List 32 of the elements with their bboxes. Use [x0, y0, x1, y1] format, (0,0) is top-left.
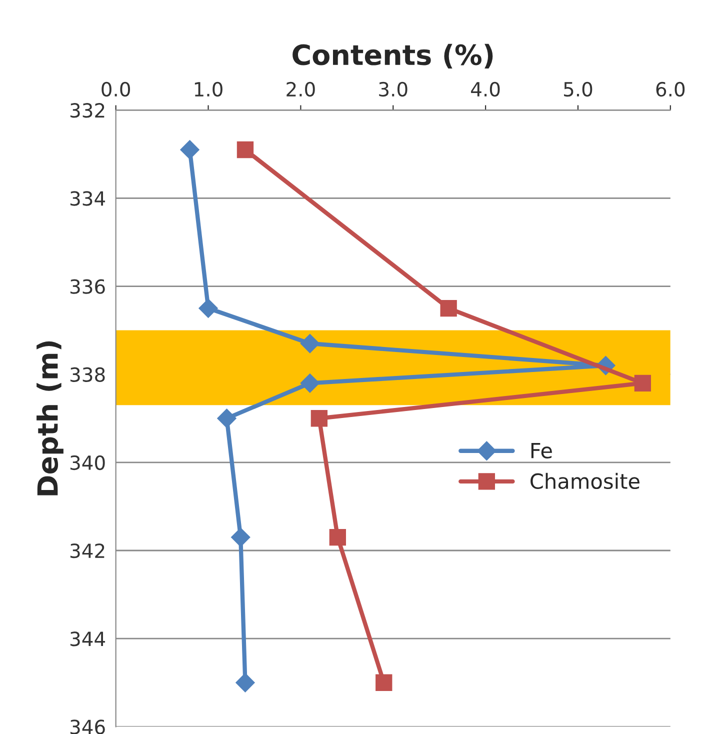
point	[376, 674, 392, 691]
point	[236, 673, 255, 692]
x-tick-label: 4.0	[471, 82, 500, 97]
point	[231, 528, 250, 547]
x-axis-title: Contents (%)	[292, 44, 493, 69]
legend-label: Fe	[531, 442, 552, 458]
point	[198, 298, 218, 318]
point	[236, 141, 254, 158]
point	[180, 140, 200, 160]
point	[217, 408, 236, 428]
point	[634, 374, 652, 392]
x-tick-label: 0.0	[102, 82, 130, 97]
legend-label: Chamosite	[530, 472, 640, 490]
point	[440, 300, 457, 317]
y-tick-label: 342	[70, 543, 104, 558]
x-tick-label: 5.0	[564, 82, 592, 97]
point	[329, 528, 346, 546]
x-tick-label: 3.0	[379, 82, 408, 97]
y-tick-label: 332	[70, 103, 104, 118]
point	[300, 334, 320, 354]
y-tick-label: 344	[70, 632, 106, 646]
y-tick-label: 346	[70, 720, 105, 734]
point	[310, 410, 328, 427]
y-axis-title: Depth (m)	[36, 341, 64, 496]
y-tick-label: 336	[70, 279, 105, 294]
point	[300, 374, 320, 393]
x-tick-label: 2.0	[286, 82, 315, 97]
y-tick-label: 340	[70, 455, 105, 470]
y-tick-label: 338	[70, 367, 105, 382]
x-tick-label: 1.0	[194, 82, 222, 97]
y-tick-label: 334	[70, 191, 106, 206]
x-tick-label: 6.0	[656, 82, 685, 97]
